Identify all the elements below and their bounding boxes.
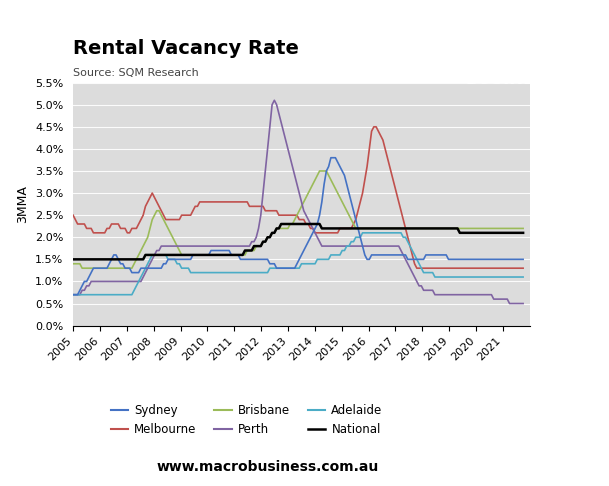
Sydney	[519, 257, 527, 262]
Adelaide	[97, 292, 104, 297]
National	[484, 230, 491, 236]
Perth	[189, 243, 197, 249]
Line: Melbourne: Melbourne	[73, 127, 523, 268]
Sydney	[327, 155, 334, 161]
Brisbane	[99, 265, 106, 271]
Melbourne	[97, 230, 104, 236]
Adelaide	[484, 274, 491, 280]
Brisbane	[501, 226, 509, 231]
Perth	[499, 296, 507, 302]
National	[499, 230, 507, 236]
National	[97, 257, 104, 262]
Sydney	[189, 252, 197, 258]
Text: www.macrobusiness.com.au: www.macrobusiness.com.au	[157, 460, 379, 474]
National	[88, 257, 95, 262]
Text: Rental Vacancy Rate: Rental Vacancy Rate	[73, 39, 299, 58]
Perth	[97, 278, 104, 284]
Melbourne	[69, 212, 77, 218]
Adelaide	[359, 230, 366, 236]
Sydney	[499, 257, 507, 262]
Text: Source: SQM Research: Source: SQM Research	[73, 68, 199, 78]
Perth	[519, 301, 527, 307]
Adelaide	[519, 274, 527, 280]
Melbourne	[370, 124, 378, 130]
Brisbane	[485, 226, 493, 231]
Line: Sydney: Sydney	[73, 158, 523, 295]
Perth	[88, 278, 95, 284]
Text: BUSINESS: BUSINESS	[465, 70, 558, 88]
Line: National: National	[73, 224, 523, 260]
Melbourne	[189, 208, 197, 214]
National	[69, 257, 77, 262]
National	[153, 252, 160, 258]
Perth	[270, 97, 278, 103]
Adelaide	[153, 252, 160, 258]
Y-axis label: 3MMA: 3MMA	[16, 185, 29, 223]
Perth	[506, 301, 513, 307]
Melbourne	[519, 265, 527, 271]
Sydney	[69, 292, 77, 297]
Sydney	[484, 257, 491, 262]
Adelaide	[88, 292, 95, 297]
National	[278, 221, 285, 227]
Brisbane	[316, 168, 323, 174]
Melbourne	[153, 199, 160, 205]
Line: Perth: Perth	[73, 100, 523, 304]
Brisbane	[192, 252, 199, 258]
Brisbane	[155, 208, 163, 214]
Brisbane	[69, 261, 77, 267]
Sydney	[97, 265, 104, 271]
Sydney	[153, 265, 160, 271]
Adelaide	[189, 270, 197, 276]
Line: Adelaide: Adelaide	[73, 233, 523, 295]
Adelaide	[499, 274, 507, 280]
Brisbane	[90, 265, 97, 271]
Perth	[484, 292, 491, 297]
Melbourne	[413, 265, 420, 271]
National	[519, 230, 527, 236]
Perth	[153, 247, 160, 253]
Perth	[69, 292, 77, 297]
Text: MACRO: MACRO	[477, 41, 546, 59]
Brisbane	[519, 226, 527, 231]
National	[189, 252, 197, 258]
Legend: Sydney, Melbourne, Brisbane, Perth, Adelaide, National: Sydney, Melbourne, Brisbane, Perth, Adel…	[106, 399, 387, 441]
Melbourne	[485, 265, 493, 271]
Line: Brisbane: Brisbane	[73, 171, 523, 268]
Brisbane	[79, 265, 86, 271]
Melbourne	[88, 226, 95, 231]
Sydney	[88, 270, 95, 276]
Melbourne	[501, 265, 509, 271]
Adelaide	[69, 292, 77, 297]
